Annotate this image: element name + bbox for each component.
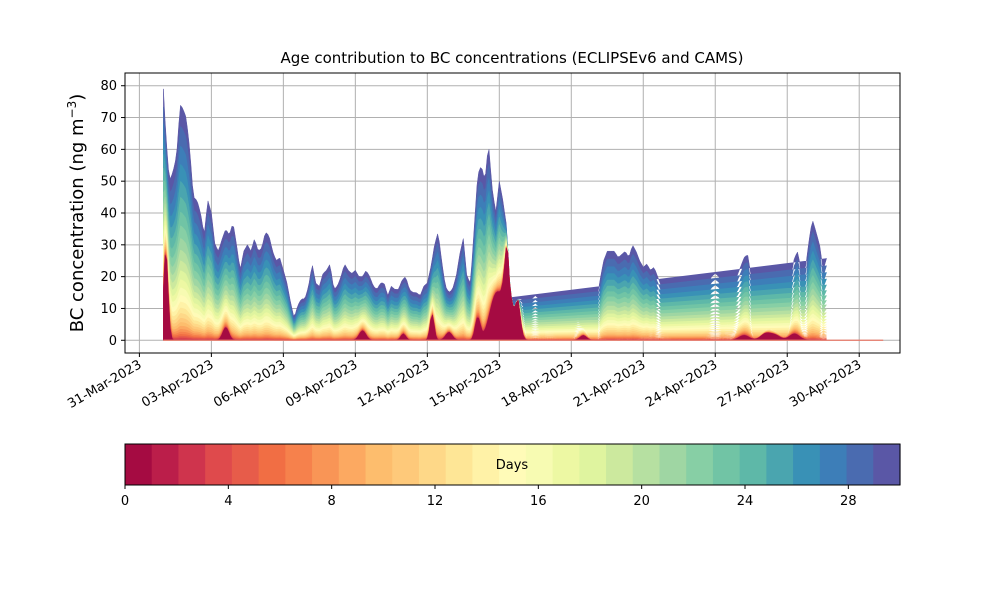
colorbar-swatch (712, 444, 741, 485)
colorbar-swatch (686, 444, 714, 485)
colorbar-swatch (258, 444, 286, 485)
colorbar-swatch (231, 444, 260, 485)
y-tick-label: 50 (100, 175, 117, 190)
colorbar-swatch (338, 444, 367, 485)
x-axis: 31-Mar-202303-Apr-202306-Apr-202309-Apr-… (65, 353, 864, 412)
colorbar-swatch (418, 444, 447, 485)
x-tick-label: 30-Apr-2023 (787, 357, 864, 410)
colorbar (125, 444, 901, 485)
y-tick-label: 60 (100, 143, 117, 158)
colorbar-swatch (151, 444, 180, 485)
x-tick-label: 21-Apr-2023 (571, 357, 648, 410)
y-tick-label: 20 (100, 270, 117, 285)
x-tick-label: 06-Apr-2023 (211, 357, 288, 410)
y-tick-label: 40 (100, 207, 117, 222)
y-tick-label: 10 (100, 302, 117, 317)
stacked-area-plot (163, 88, 884, 341)
x-tick-label: 12-Apr-2023 (355, 357, 432, 410)
x-tick-label: 09-Apr-2023 (283, 357, 360, 410)
colorbar-swatch (312, 444, 340, 485)
x-tick-label: 15-Apr-2023 (427, 357, 504, 410)
colorbar-swatch (285, 444, 313, 485)
colorbar-swatch (846, 444, 874, 485)
y-tick-label: 80 (100, 79, 117, 94)
colorbar-ticks: 0 4 8 12 16 20 24 28 (121, 485, 857, 509)
colorbar-swatch (178, 444, 206, 485)
y-tick-label: 30 (100, 238, 117, 253)
colorbar-swatch (579, 444, 607, 485)
colorbar-tick-label: 24 (737, 494, 754, 509)
colorbar-tick-label: 28 (840, 494, 857, 509)
x-tick-label: 18-Apr-2023 (499, 357, 576, 410)
colorbar-tick-label: 20 (633, 494, 650, 509)
colorbar-swatch (205, 444, 233, 485)
colorbar-frame (124, 443, 901, 486)
colorbar-swatch (365, 444, 393, 485)
x-tick-label: 31-Mar-2023 (65, 357, 144, 411)
colorbar-swatch (873, 444, 901, 485)
y-tick-label: 0 (109, 334, 117, 349)
colorbar-swatch (739, 444, 767, 485)
colorbar-swatch (766, 444, 794, 485)
colorbar-swatch (525, 444, 554, 485)
colorbar-swatch (793, 444, 821, 485)
x-tick-label: 24-Apr-2023 (643, 357, 720, 410)
colorbar-swatch (632, 444, 661, 485)
colorbar-tick-label: 4 (224, 494, 232, 509)
colorbar-label: Days (496, 458, 529, 473)
colorbar-tick-label: 0 (121, 494, 129, 509)
y-axis-label: BC concentration (ng m−3) (65, 94, 88, 333)
chart-title: Age contribution to BC concentrations (E… (281, 49, 744, 67)
colorbar-swatch (125, 444, 153, 485)
colorbar-tick-label: 16 (530, 494, 547, 509)
y-tick-label: 70 (100, 111, 117, 126)
y-axis: 0 10 20 30 40 50 60 70 80 (100, 79, 125, 349)
colorbar-swatch (499, 444, 527, 485)
colorbar-swatch (392, 444, 420, 485)
colorbar-swatch (472, 444, 500, 485)
colorbar-swatch (659, 444, 687, 485)
colorbar-swatch (606, 444, 634, 485)
x-tick-label: 03-Apr-2023 (139, 357, 216, 410)
colorbar-swatch (819, 444, 848, 485)
colorbar-tick-label: 12 (427, 494, 444, 509)
colorbar-swatch (552, 444, 580, 485)
x-tick-label: 27-Apr-2023 (715, 357, 792, 410)
colorbar-swatch (445, 444, 474, 485)
colorbar-tick-label: 8 (328, 494, 336, 509)
